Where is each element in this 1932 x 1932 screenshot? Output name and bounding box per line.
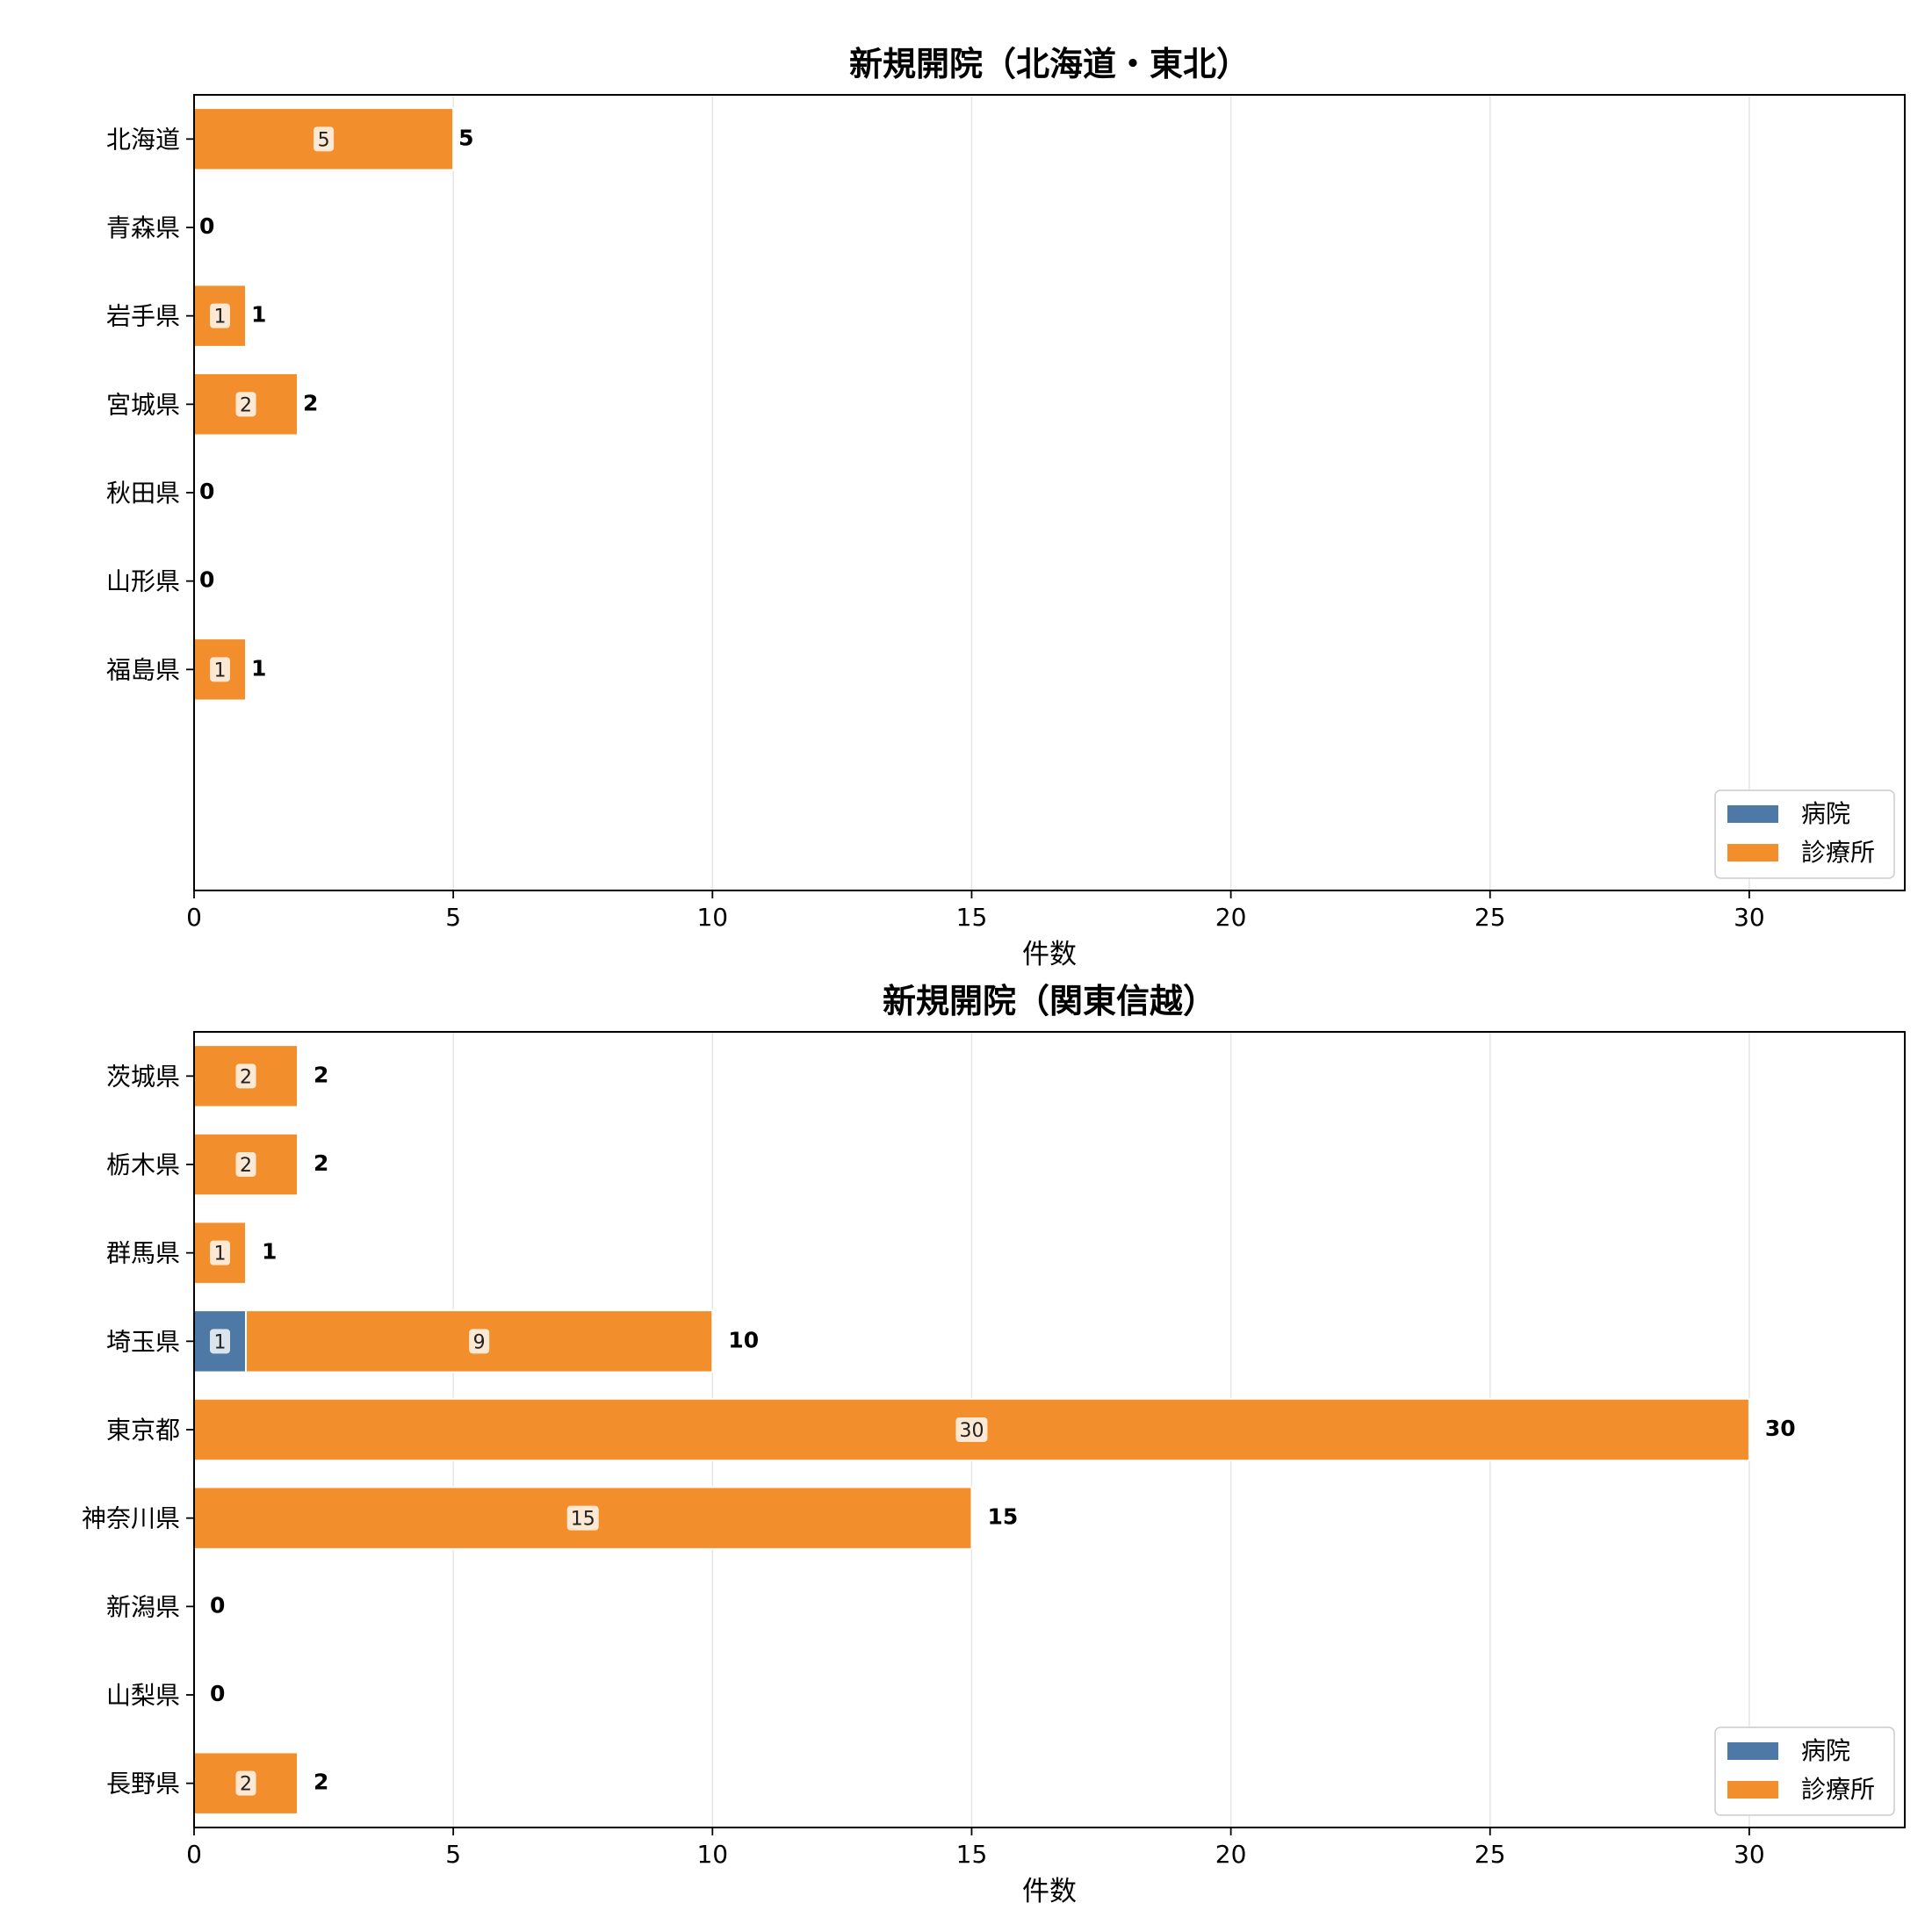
bar-label-box bbox=[235, 1063, 256, 1089]
x-tick-label: 5 bbox=[445, 1840, 461, 1869]
bar-label-box bbox=[235, 1152, 256, 1177]
y-tick-label: 岩手県 bbox=[106, 302, 180, 331]
bar-label-box bbox=[955, 1417, 988, 1442]
bar-segment-label: 9 bbox=[473, 1331, 486, 1353]
chart-title: 新規開院（関東信越） bbox=[883, 982, 1216, 1020]
x-tick-label: 15 bbox=[956, 1840, 988, 1869]
x-axis-label: 件数 bbox=[1022, 1876, 1077, 1907]
legend-label: 病院 bbox=[1801, 799, 1850, 828]
bar-total-label: 0 bbox=[199, 567, 214, 593]
y-tick-label: 秋田県 bbox=[106, 479, 180, 508]
bar-segment-label: 2 bbox=[240, 1066, 252, 1088]
axes-frame bbox=[193, 94, 1906, 891]
bar-total-label: 10 bbox=[728, 1327, 759, 1352]
y-tick-label: 群馬県 bbox=[106, 1239, 180, 1268]
x-tick-label: 25 bbox=[1474, 903, 1506, 932]
legend-label: 診療所 bbox=[1801, 838, 1875, 867]
bar-total-label: 2 bbox=[314, 1062, 328, 1087]
y-tick-label: 新潟県 bbox=[106, 1592, 180, 1621]
y-tick-label: 神奈川県 bbox=[82, 1504, 180, 1533]
bar-segment bbox=[193, 1221, 248, 1285]
bar-total-label: 5 bbox=[458, 125, 473, 150]
bar-segment-label: 2 bbox=[240, 1155, 252, 1177]
y-tick-label: 長野県 bbox=[106, 1770, 180, 1799]
x-tick-label: 20 bbox=[1215, 1840, 1247, 1869]
bar-total-label: 1 bbox=[251, 302, 266, 328]
bar-label-box bbox=[210, 657, 231, 682]
x-axis-label: 件数 bbox=[1022, 939, 1077, 970]
bar-label-box bbox=[235, 1770, 256, 1796]
x-tick-label: 15 bbox=[956, 903, 988, 932]
axes-frame bbox=[193, 1031, 1906, 1828]
bar-segment-label: 1 bbox=[214, 1331, 227, 1353]
y-tick-label: 栃木県 bbox=[106, 1150, 180, 1179]
y-tick-label: 宮城県 bbox=[106, 390, 180, 419]
bar-label-box bbox=[210, 1329, 231, 1354]
x-tick-label: 0 bbox=[186, 903, 202, 932]
legend-swatch bbox=[1727, 1742, 1778, 1760]
x-tick-label: 30 bbox=[1734, 1840, 1765, 1869]
bar-segment-label: 15 bbox=[571, 1509, 595, 1531]
bar-total-label: 30 bbox=[1765, 1416, 1796, 1441]
x-tick-label: 5 bbox=[445, 903, 461, 932]
x-tick-label: 30 bbox=[1734, 903, 1765, 932]
x-tick-label: 10 bbox=[696, 903, 728, 932]
bar-total-label: 0 bbox=[210, 1592, 225, 1618]
y-tick-label: 東京都 bbox=[106, 1416, 180, 1445]
bar-total-label: 2 bbox=[314, 1770, 328, 1795]
y-tick-label: 茨城県 bbox=[106, 1062, 180, 1091]
y-tick-label: 山形県 bbox=[106, 567, 180, 596]
bar-segment-label: 1 bbox=[214, 660, 227, 681]
y-tick-label: 青森県 bbox=[106, 213, 180, 242]
chart-title: 新規開院（北海道・東北） bbox=[849, 45, 1250, 83]
bar-total-label: 2 bbox=[314, 1150, 328, 1176]
y-tick-label: 埼玉県 bbox=[106, 1327, 180, 1356]
y-tick-label: 福島県 bbox=[106, 655, 180, 684]
bar-label-box bbox=[566, 1505, 599, 1531]
x-tick-label: 25 bbox=[1474, 1840, 1506, 1869]
legend-swatch bbox=[1727, 844, 1778, 861]
chart-panel-1: 5 5 北海道 0 青森県 1 1 岩手県 2 2 宮城県 0 秋田県 0 山形県 1 1 福島県 0 5 10 15 20… bbox=[106, 45, 1906, 970]
bar-label-box bbox=[210, 1240, 231, 1265]
legend-swatch bbox=[1727, 1781, 1778, 1799]
bar-label-box bbox=[235, 392, 256, 417]
x-tick-label: 10 bbox=[696, 1840, 728, 1869]
bar-total-label: 2 bbox=[303, 390, 318, 415]
bar-segment-label: 30 bbox=[959, 1420, 984, 1442]
bar-total-label: 15 bbox=[987, 1504, 1018, 1530]
bar-segment-label: 1 bbox=[214, 306, 227, 328]
bar-segment-label: 5 bbox=[318, 129, 330, 151]
bar-label-box bbox=[469, 1329, 490, 1354]
y-tick-label: 北海道 bbox=[106, 125, 180, 154]
legend-label: 病院 bbox=[1801, 1736, 1850, 1765]
bar-label-box bbox=[210, 303, 231, 328]
legend-swatch bbox=[1727, 805, 1778, 823]
bar-segment-label: 2 bbox=[240, 394, 252, 416]
y-tick-label: 山梨県 bbox=[106, 1681, 180, 1710]
bar-total-label: 1 bbox=[251, 655, 266, 681]
bar-total-label: 0 bbox=[210, 1681, 225, 1706]
bar-label-box bbox=[314, 126, 335, 152]
bar-segment-label: 2 bbox=[240, 1774, 252, 1796]
x-tick-label: 20 bbox=[1215, 903, 1247, 932]
bar-total-label: 1 bbox=[262, 1239, 277, 1265]
bar-total-label: 0 bbox=[199, 213, 214, 239]
chart-panel-2: 2 2 茨城県 2 2 栃木県 1 1 群馬県 1 9 10 埼玉県 30 30 東京都 15 15 神奈川県 0 新潟… bbox=[82, 982, 1906, 1907]
bar-total-label: 0 bbox=[199, 479, 214, 504]
legend-label: 診療所 bbox=[1801, 1775, 1875, 1804]
bar-segment-label: 1 bbox=[214, 1244, 227, 1265]
x-tick-label: 0 bbox=[186, 1840, 202, 1869]
